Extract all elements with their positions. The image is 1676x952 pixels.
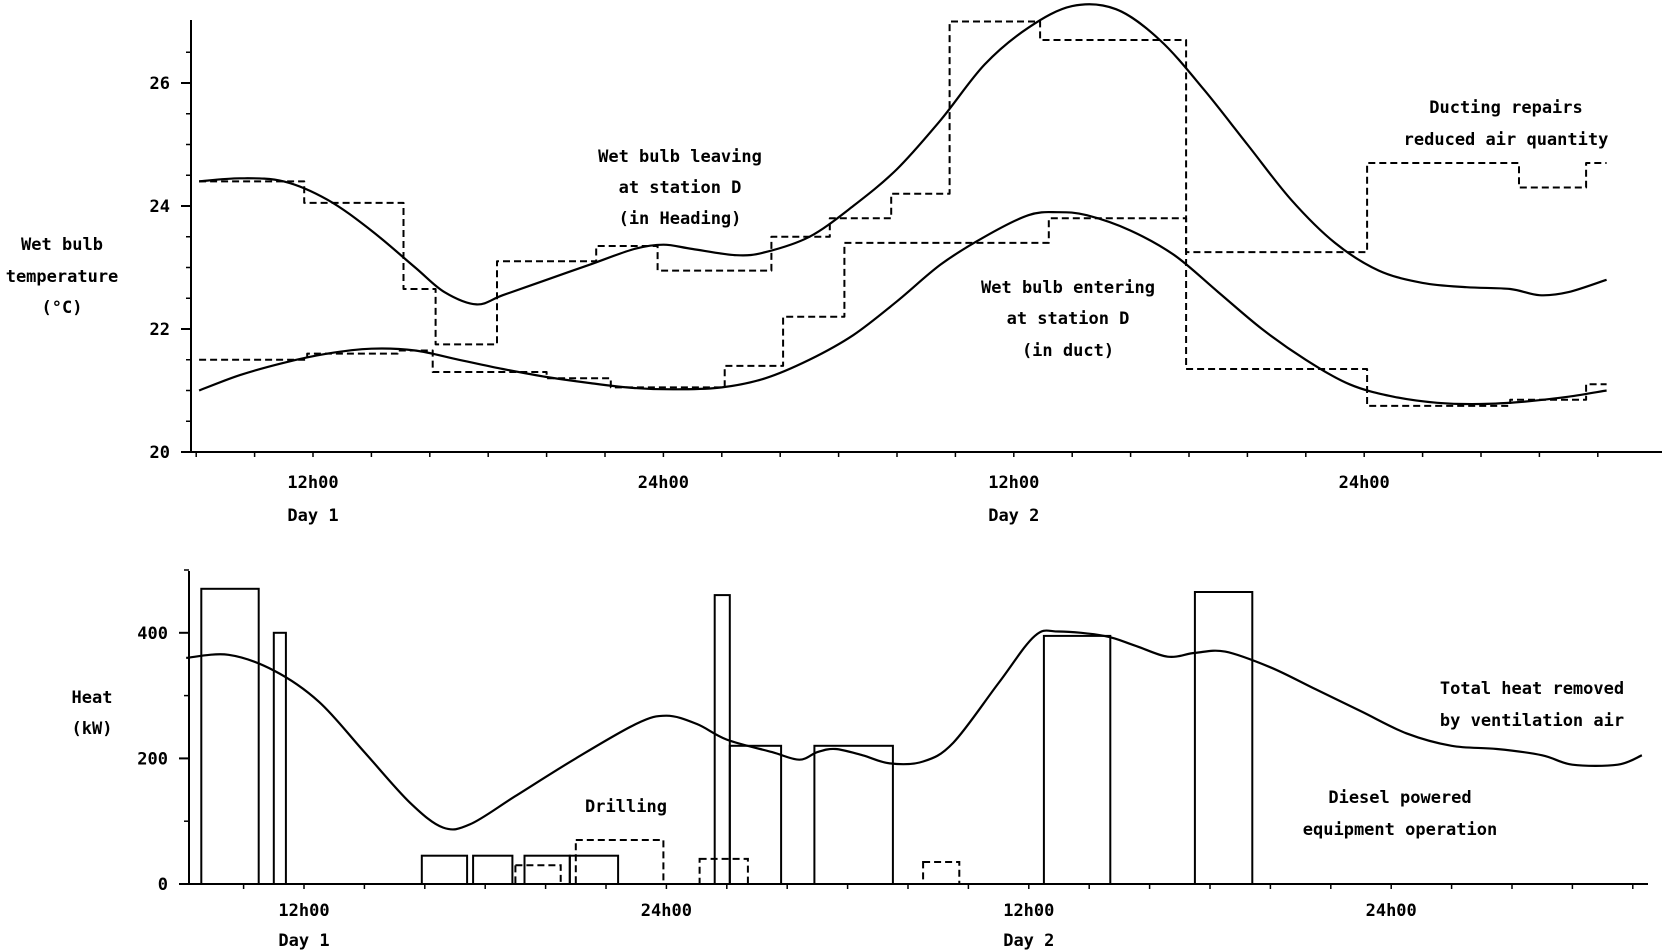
diesel-label-line2: equipment operation (1303, 820, 1497, 840)
diesel-bar (200, 587, 260, 885)
temperature-y-label-line1: Wet bulb (21, 235, 103, 255)
temperature-y-ticks: 20 22 24 26 (150, 74, 191, 463)
temperature-series-3-measured (199, 217, 1607, 407)
temperature-x-tick-label: 24h00 (1339, 473, 1390, 493)
diesel-bar (1042, 634, 1112, 886)
heat-x-tick-sublabel: Day 1 (278, 931, 329, 951)
leaving-label-line1: Wet bulb leaving (598, 147, 762, 167)
leaving-label-line2: at station D (619, 178, 742, 198)
heat-x-tick-label: 24h00 (641, 901, 692, 921)
drilling-bar (514, 864, 562, 886)
heat-minor-ticks (184, 569, 1634, 889)
total-heat-label-line1: Total heat removed (1440, 679, 1624, 699)
temperature-minor-ticks (186, 51, 1599, 457)
temperature-y-tick-label: 20 (150, 443, 170, 463)
diesel-bar (523, 854, 571, 886)
temperature-series-0-smoothed (199, 3, 1607, 306)
heat-x-tick-sublabel: Day 2 (1003, 931, 1054, 951)
diesel-bar (472, 854, 514, 886)
heat-y-label-line2: (kW) (72, 719, 113, 739)
heat-x-ticks: 12h00 Day 1 24h00 12h00 Day 2 24h00 (278, 901, 1416, 951)
temperature-x-tick-label: 24h00 (638, 473, 689, 493)
heat-y-ticks: 0 200 400 (137, 624, 189, 895)
heat-chart: 0 200 400 12h00 Day 1 24h00 12h00 Day 2 24h00 H… (72, 569, 1648, 951)
temperature-y-tick-label: 22 (150, 320, 170, 340)
drilling-bar (922, 861, 961, 885)
entering-label-line3: (in duct) (1022, 341, 1114, 361)
temperature-y-label-line2: temperature (6, 267, 119, 287)
drilling-bar (698, 857, 749, 886)
heat-y-tick-label: 0 (158, 875, 168, 895)
entering-label-line2: at station D (1007, 309, 1130, 329)
heat-x-tick-label: 24h00 (1366, 901, 1417, 921)
temperature-x-tick-label: 12h00 (988, 473, 1039, 493)
drilling-bar (574, 839, 665, 885)
temperature-x-tick-sublabel: Day 1 (287, 506, 338, 526)
repairs-label-line2: reduced air quantity (1404, 130, 1609, 150)
temperature-x-ticks: 12h00 Day 1 24h00 12h00 Day 2 24h00 (287, 473, 1389, 526)
entering-label-line1: Wet bulb entering (981, 278, 1155, 298)
temperature-series-1-measured (199, 20, 1607, 346)
heat-y-tick-label: 200 (137, 749, 168, 769)
heat-x-tick-label: 12h00 (278, 901, 329, 921)
drilling-label: Drilling (585, 797, 667, 817)
heat-y-label-line1: Heat (72, 688, 113, 708)
heat-y-tick-label: 400 (137, 624, 168, 644)
heat-x-tick-label: 12h00 (1003, 901, 1054, 921)
temperature-series-2-smoothed (198, 210, 1607, 406)
diesel-bar (1193, 591, 1254, 885)
diesel-bar (813, 744, 894, 885)
leaving-label-line3: (in Heading) (619, 209, 742, 229)
diesel-bar (728, 744, 783, 885)
total-heat-line (186, 629, 1643, 831)
temperature-y-tick-label: 26 (150, 74, 170, 94)
diesel-bar (568, 854, 620, 886)
repairs-label-line1: Ducting repairs (1429, 98, 1583, 118)
temperature-y-tick-label: 24 (150, 197, 170, 217)
temperature-y-label-line3: (°C) (42, 298, 83, 318)
temperature-x-tick-label: 12h00 (287, 473, 338, 493)
diesel-bar (420, 854, 469, 886)
temperature-series (198, 3, 1607, 407)
total-heat-label-line2: by ventilation air (1440, 711, 1624, 731)
diesel-label-line1: Diesel powered (1328, 788, 1471, 808)
temperature-x-tick-sublabel: Day 2 (988, 506, 1039, 526)
